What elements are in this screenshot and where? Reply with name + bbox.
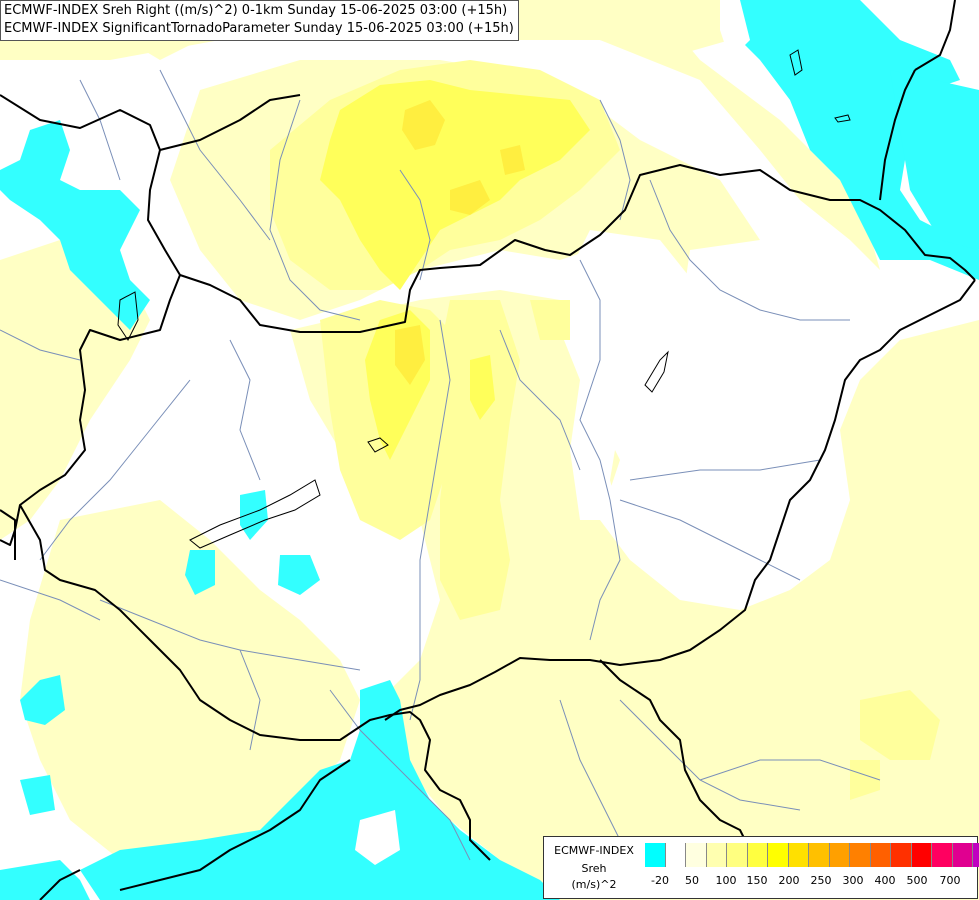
legend-tick-label: 250 [810,874,832,887]
map-title-line-2: ECMWF-INDEX SignificantTornadoParameter … [4,21,514,36]
legend-swatch [973,843,979,867]
legend-tick-label: 300 [842,874,864,887]
legend-swatch [870,843,891,867]
legend-tick-label: 50 [685,874,699,887]
strong-yellow-field [395,100,525,385]
legend-swatch [932,843,953,867]
color-legend: ECMWF-INDEX Sreh (m/s)^2 -20 50 100 150 200 2… [543,836,979,899]
legend-tick-label: 500 [906,874,928,887]
legend-tick-label: -20 [651,874,669,887]
legend-swatches [645,843,979,867]
map-title-line-1: ECMWF-INDEX Sreh Right ((m/s)^2) 0-1km S… [4,3,508,18]
map-title-box: ECMWF-INDEX Sreh Right ((m/s)^2) 0-1km S… [0,0,519,41]
legend-tick-label: 200 [778,874,800,887]
legend-ticks: -20 50 100 150 200 250 300 400 500 700 [645,874,973,888]
legend-tick-label: 700 [939,874,961,887]
lakes [117,49,851,549]
white-patches [355,0,750,865]
legend-swatch [706,843,727,867]
legend-swatch [809,843,830,867]
legend-swatch [850,843,871,867]
legend-swatch [829,843,850,867]
legend-tick-label: 400 [874,874,896,887]
legend-label-parameter: Sreh [581,862,607,875]
legend-swatch [645,843,666,867]
legend-label-unit: (m/s)^2 [571,878,617,891]
legend-swatch [727,843,748,867]
legend-swatch [665,843,686,867]
legend-tick-label: 150 [746,874,768,887]
legend-swatch [891,843,912,867]
legend-swatch [747,843,768,867]
legend-swatch [952,843,973,867]
legend-swatch [788,843,809,867]
legend-swatch [768,843,789,867]
legend-tick-label: 100 [715,874,737,887]
legend-label-model: ECMWF-INDEX [554,844,634,857]
legend-swatch [911,843,932,867]
rivers [0,69,881,861]
legend-swatch [686,843,707,867]
